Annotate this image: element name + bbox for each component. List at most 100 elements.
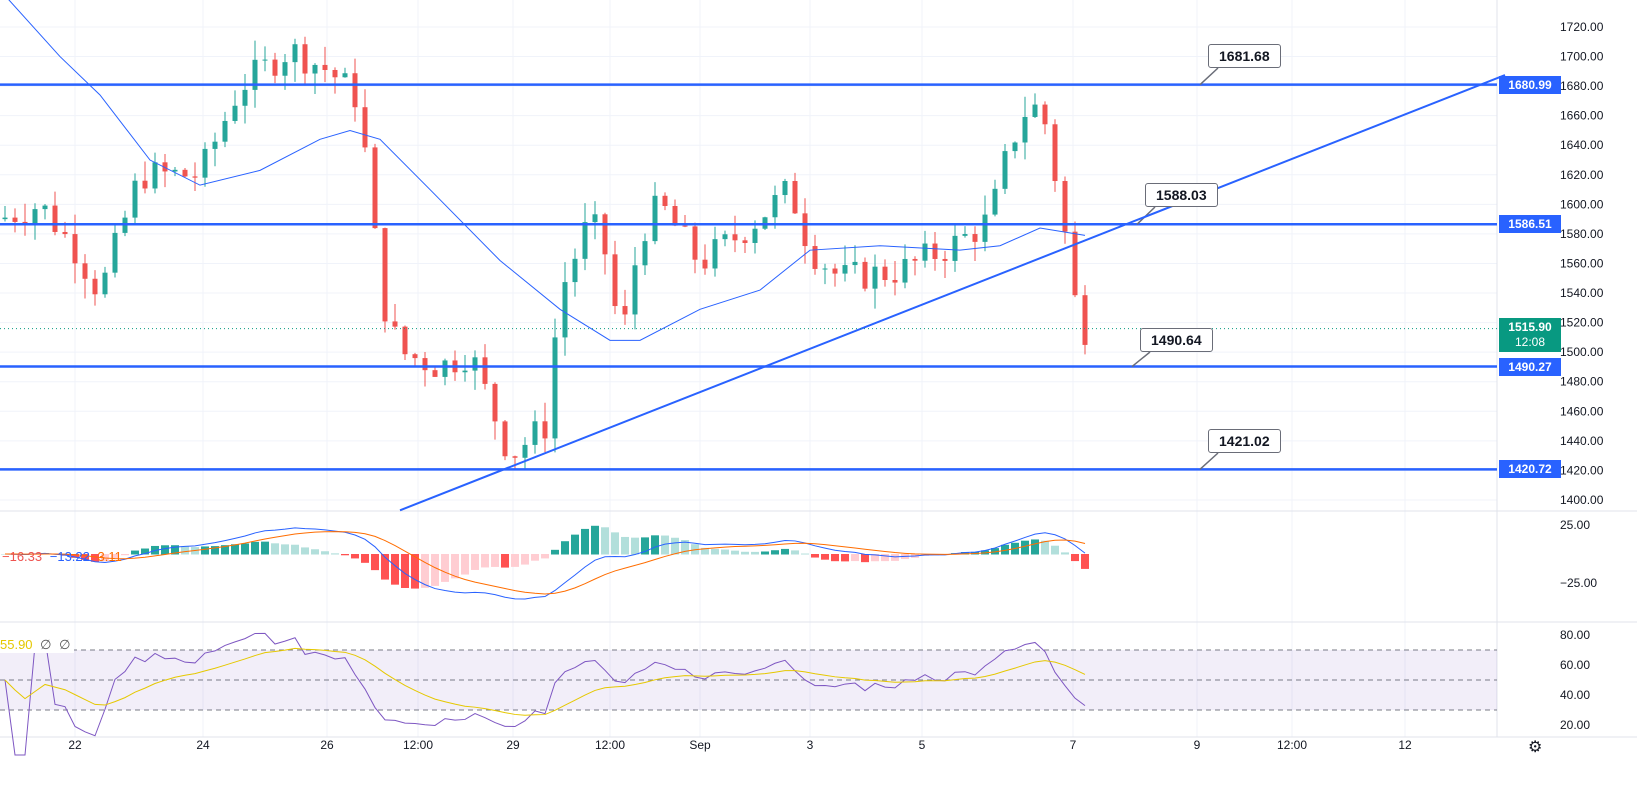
macd-histogram-bar [501,554,509,568]
macd-value: −13.22 [49,549,90,564]
macd-histogram-bar [91,554,99,562]
candle-body [552,337,558,439]
price-tick: 1400.00 [1560,493,1604,507]
candle-body [602,214,608,255]
macd-histogram-bar [411,554,419,589]
candle-body [682,225,688,227]
macd-histogram-bar [991,548,999,555]
candle-body [892,279,898,283]
rsi-na-1: ∅ [40,637,52,652]
candle-body [822,268,828,270]
macd-histogram-bar [891,554,899,561]
macd-histogram-bar [541,554,549,559]
time-tick: 9 [1194,738,1201,752]
candle-body [742,240,748,243]
macd-histogram-bar [251,541,259,555]
last-price: 1515.90 [1508,320,1552,334]
macd-histogram-bar [181,546,189,555]
candle-body [1002,151,1008,189]
macd-histogram-bar [381,554,389,580]
macd-histogram-bar [471,554,479,570]
macd-histogram-bar [861,554,869,563]
time-tick: 29 [506,738,520,752]
candle-body [992,188,998,215]
macd-histogram-bar [461,554,469,575]
candle-body [982,214,988,242]
candle-body [802,213,808,247]
price-tick: 1420.00 [1560,463,1604,477]
macd-histogram-bar [1001,544,1009,555]
macd-histogram-bar [581,528,589,555]
candle-body [392,321,398,327]
price-tick: 1620.00 [1560,168,1604,182]
candle-body [702,259,708,269]
candle-body [52,205,58,232]
macd-histogram-bar [551,549,559,555]
rsi-value: 55.90 [0,637,33,652]
macd-histogram-bar [261,541,269,555]
macd-histogram-bar [721,549,729,555]
candle-body [522,444,528,458]
candle-body [412,354,418,359]
macd-histogram-bar [311,549,319,555]
macd-histogram-bar [881,554,889,562]
candle-body [342,73,348,78]
price-callout[interactable]: 1421.02 [1208,429,1281,453]
candle-body [612,254,618,307]
price-tick: 1600.00 [1560,197,1604,211]
macd-signal-value: 3.11 [97,549,122,564]
macd-histogram-bar [611,532,619,555]
candle-body [972,234,978,242]
candle-body [202,148,208,178]
macd-histogram-bar [441,554,449,582]
last-price-label: 1515.90 12:08 [1499,318,1561,352]
price-tick: 1560.00 [1560,256,1604,270]
macd-hist-value: −16.33 [2,549,43,564]
candle-body [962,234,968,236]
candle-body [272,59,278,76]
candle-body [482,357,488,384]
candle-body [62,231,68,235]
time-tick: Sep [689,738,711,752]
candle-body [862,261,868,289]
price-tick: 1640.00 [1560,138,1604,152]
macd-histogram-bar [781,548,789,555]
candle-body [852,261,858,266]
macd-histogram-bar [351,554,359,559]
price-tick: 1660.00 [1560,109,1604,123]
macd-line [4,527,1086,600]
candle-body [692,226,698,260]
candle-body [332,69,338,78]
candle-body [762,217,768,229]
macd-histogram-bar [401,554,409,588]
candle-body [562,282,568,338]
macd-histogram-bar [431,554,439,586]
price-callout[interactable]: 1490.64 [1140,328,1213,352]
macd-histogram-bar [801,553,809,555]
price-callout[interactable]: 1588.03 [1145,183,1218,207]
macd-histogram-bar [141,548,149,555]
candle-body [812,246,818,269]
moving-average-line [8,0,1086,341]
candle-body [462,370,468,373]
candle-body [262,59,268,61]
time-tick: 12:00 [403,738,433,752]
macd-histogram-bar [521,554,529,565]
macd-histogram-bar [831,554,839,562]
time-tick: 12:00 [1277,738,1307,752]
price-tick: 1720.00 [1560,20,1604,34]
candle-body [32,209,38,224]
candle-body [832,268,838,274]
candle-body [882,266,888,280]
candle-body [322,64,328,70]
candle-body [132,180,138,218]
macd-histogram-bar [281,544,289,555]
candle-body [592,214,598,223]
macd-histogram-bar [81,554,89,560]
candle-body [432,370,438,377]
price-callout[interactable]: 1681.68 [1208,44,1281,68]
callout-pointer [1199,67,1219,86]
macd-histogram-bar [1021,540,1029,555]
settings-gear-icon[interactable]: ⚙ [1528,739,1543,756]
